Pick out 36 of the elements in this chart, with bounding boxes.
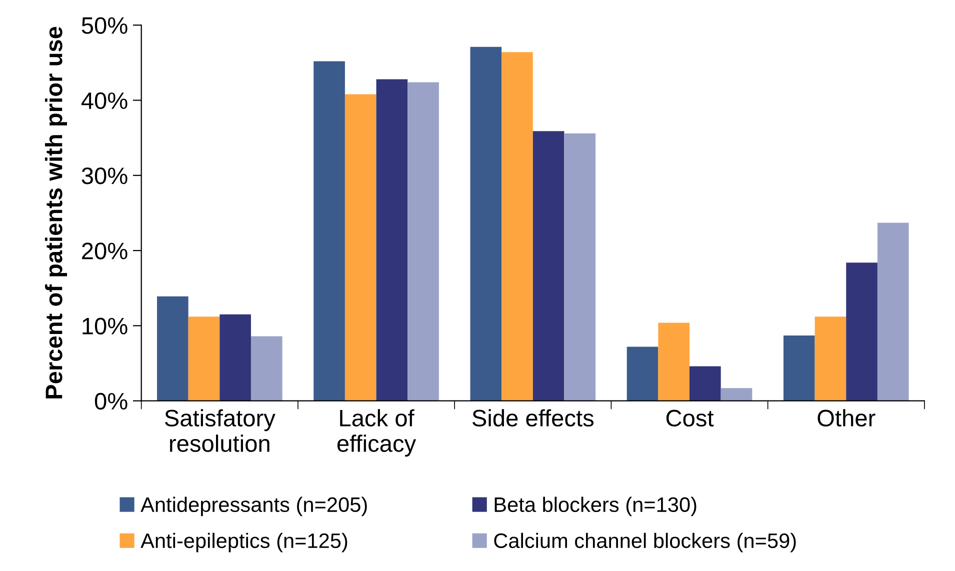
- bar: [814, 316, 846, 401]
- x-tick-label: Side effects: [472, 409, 594, 427]
- y-tick-label: 30%: [82, 167, 128, 184]
- bar: [250, 336, 282, 401]
- legend-label: Calcium channel blockers (n=59): [494, 532, 796, 552]
- x-tick-label: Other: [818, 409, 876, 427]
- bar: [626, 346, 658, 401]
- bar: [376, 79, 408, 401]
- bar: [532, 131, 564, 401]
- bar: [220, 314, 251, 401]
- y-axis-title: Percent of patients with prior use: [44, 26, 67, 398]
- bar: [470, 46, 502, 401]
- legend-label: Anti-epileptics (n=125): [140, 532, 348, 552]
- y-tick-label: 10%: [82, 318, 128, 334]
- y-tick-label: 40%: [81, 92, 128, 110]
- bar: [877, 222, 909, 401]
- x-tick-label: Lack of efficacy: [337, 409, 416, 457]
- x-tick-label: Satisfatory resolution: [164, 409, 276, 452]
- bar: [188, 316, 220, 401]
- bar: [564, 133, 596, 401]
- bar: [314, 61, 345, 401]
- legend-label: Antidepressants (n=205): [140, 496, 367, 516]
- bar: [720, 388, 752, 401]
- bar: [783, 335, 815, 401]
- y-tick-label: 50%: [82, 17, 128, 34]
- bar: [658, 322, 690, 401]
- bar: [344, 94, 376, 401]
- y-tick-label: 20%: [82, 242, 128, 260]
- bar: [690, 366, 721, 401]
- legend-label: Beta blockers (n=130): [494, 496, 696, 516]
- y-tick-label: 0%: [94, 392, 128, 410]
- bar: [408, 82, 439, 401]
- bar: [157, 296, 188, 401]
- bar: [846, 262, 878, 401]
- bar: [502, 52, 533, 401]
- x-tick-label: Cost: [666, 410, 714, 427]
